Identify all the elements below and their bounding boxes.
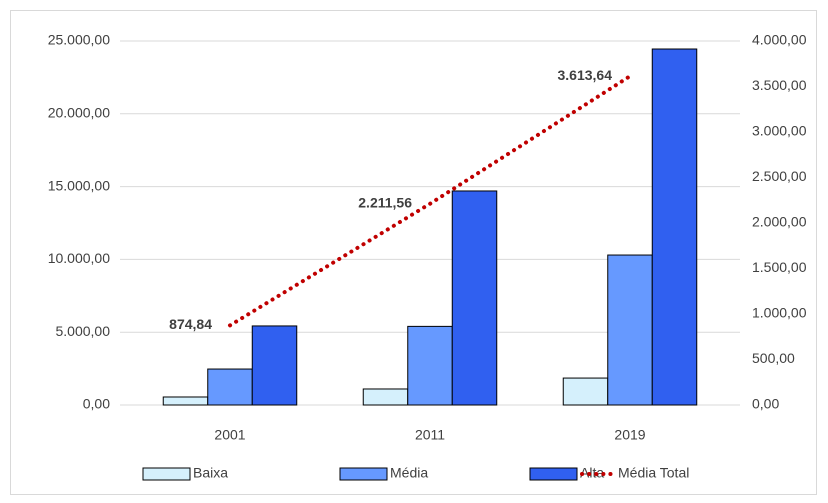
line-series: [228, 74, 632, 328]
x-tick-label: 2019: [614, 427, 645, 443]
bar: [651, 48, 698, 406]
y2-tick-label: 4.000,00: [752, 32, 807, 48]
legend-label: Baixa: [193, 465, 228, 481]
data-label: 874,84: [169, 316, 212, 332]
y-tick-label: 25.000,00: [48, 32, 110, 48]
y2-tick-label: 2.500,00: [752, 168, 807, 184]
y-tick-label: 0,00: [83, 396, 110, 412]
data-label: 2.211,56: [358, 194, 412, 210]
x-tick-label: 2001: [214, 427, 245, 443]
legend-swatch: [529, 467, 578, 481]
y2-tick-label: 2.000,00: [752, 214, 807, 230]
y2-tick-label: 3.000,00: [752, 123, 807, 139]
y-tick-label: 15.000,00: [48, 177, 110, 193]
legend-label: Alta: [580, 465, 604, 481]
bar: [451, 190, 498, 406]
bar: [562, 377, 609, 406]
data-label: 3.613,64: [558, 67, 613, 83]
y2-tick-label: 1.500,00: [752, 259, 807, 275]
bar: [162, 396, 209, 406]
legend-label: Média Total: [618, 465, 689, 481]
y2-tick-label: 3.500,00: [752, 77, 807, 93]
bar: [607, 254, 653, 406]
legend-swatch: [339, 467, 388, 481]
bar: [407, 325, 453, 406]
y2-tick-label: 1.000,00: [752, 305, 807, 321]
x-tick-label: 2011: [415, 427, 445, 443]
y2-tick-label: 500,00: [752, 350, 795, 366]
bar: [207, 368, 253, 406]
bar: [251, 325, 298, 406]
legend-label: Média: [390, 465, 428, 481]
bar: [362, 388, 409, 406]
y-tick-label: 10.000,00: [48, 250, 110, 266]
y2-tick-label: 0,00: [752, 396, 779, 412]
legend-swatch: [142, 467, 191, 481]
y-tick-label: 20.000,00: [48, 105, 110, 121]
y-tick-label: 5.000,00: [56, 323, 111, 339]
